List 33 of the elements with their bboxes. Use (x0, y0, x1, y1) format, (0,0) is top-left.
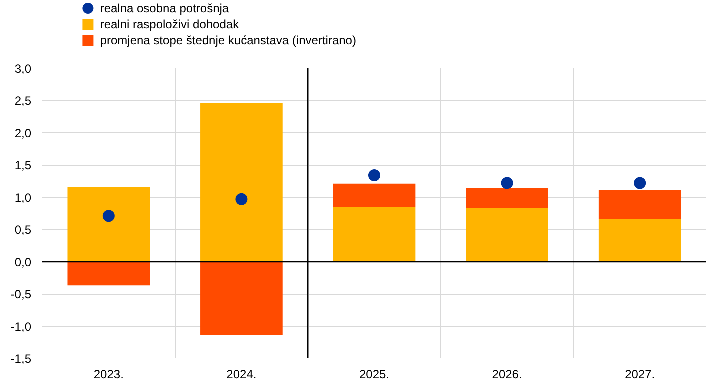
legend-label: realni raspoloživi dohodak (100, 18, 240, 32)
bar (466, 208, 548, 262)
y-tick-label: 2,0 (14, 126, 32, 140)
bar (598, 190, 682, 220)
bar (466, 188, 548, 208)
y-tick-label: -1,5 (10, 352, 32, 366)
x-tick-label: 2023. (94, 368, 124, 382)
legend-label: promjena stope štednje kućanstava (invertirano) (100, 34, 356, 48)
x-tick-label: 2024. (226, 368, 257, 382)
point (501, 177, 514, 190)
bar (333, 207, 416, 262)
y-tick-label: 1,5 (14, 158, 32, 173)
legend-label: realna osobna potrošnja (100, 2, 230, 16)
x-tick-label: 2027. (625, 368, 656, 382)
y-tick-label: 3,0 (14, 62, 32, 76)
y-tick-label: -1,0 (10, 320, 32, 334)
point (236, 193, 248, 206)
bar (333, 184, 416, 208)
y-tick-label: -0,5 (10, 288, 32, 302)
y-tick-label: 2,5 (14, 94, 32, 108)
bar (200, 262, 283, 336)
x-tick-label: 2026. (492, 368, 522, 382)
point (368, 169, 380, 182)
bar (598, 219, 682, 262)
point (634, 177, 646, 190)
y-tick-label: 0,5 (14, 223, 32, 238)
point (102, 210, 115, 222)
y-tick-label: 1,0 (14, 190, 32, 205)
y-tick-label: 0,0 (14, 255, 32, 270)
x-tick-label: 2025. (359, 368, 390, 382)
bar (68, 262, 150, 286)
bar (68, 187, 150, 262)
bar (200, 103, 283, 262)
